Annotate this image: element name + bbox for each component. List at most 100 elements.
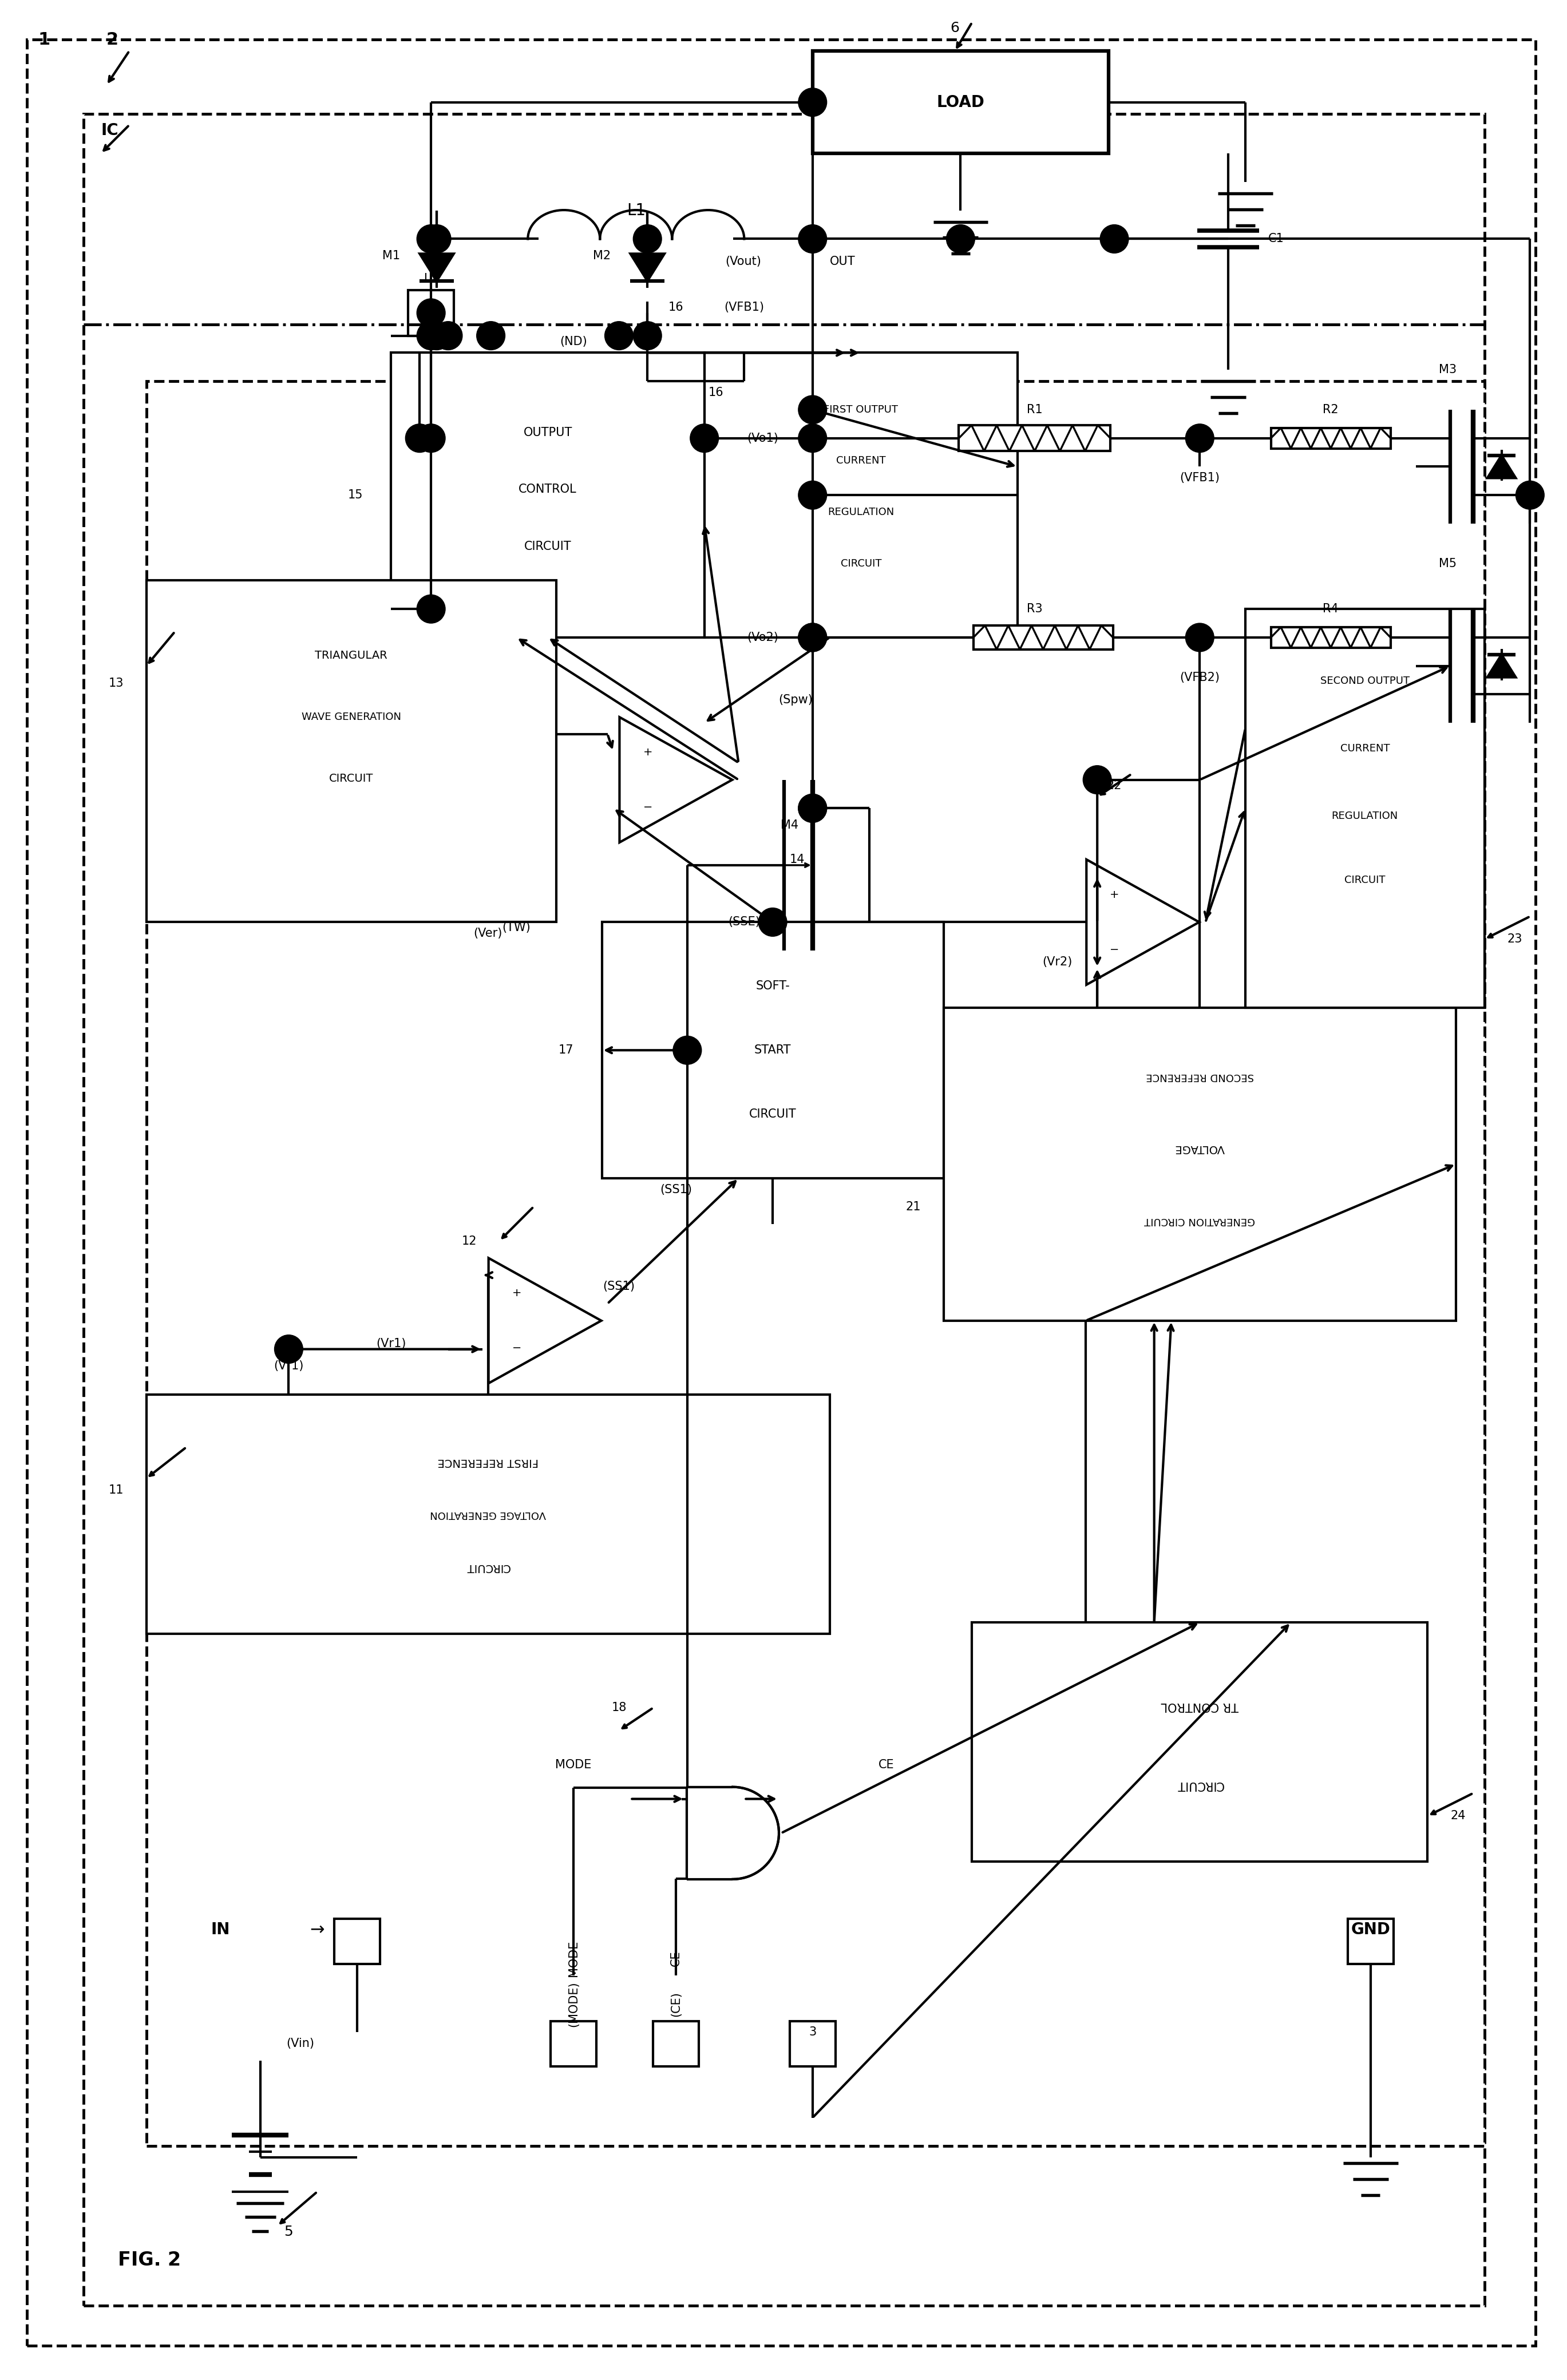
Text: (Vin): (Vin) (287, 2037, 313, 2049)
Text: +: + (642, 747, 652, 757)
Text: 23: 23 (1507, 933, 1523, 945)
Bar (1271, 428, 1390, 447)
Text: WAVE GENERATION: WAVE GENERATION (301, 712, 401, 721)
Bar (146, 581, 556, 921)
Text: M4: M4 (780, 819, 799, 831)
Text: 13: 13 (108, 678, 124, 688)
Text: M1: M1 (382, 250, 400, 262)
Bar (943, 1007, 1456, 1321)
Text: VOLTAGE: VOLTAGE (1175, 1142, 1225, 1154)
Text: 11: 11 (108, 1485, 124, 1497)
Text: GND: GND (1351, 1923, 1390, 1937)
Text: (PD): (PD) (425, 336, 450, 347)
Bar (973, 626, 1113, 650)
Text: →: → (310, 1921, 324, 1937)
Text: 16: 16 (668, 302, 683, 312)
Text: 6: 6 (950, 21, 959, 36)
Text: SECOND REFERENCE: SECOND REFERENCE (1145, 1071, 1254, 1081)
Text: (SSE): (SSE) (729, 916, 760, 928)
Text: (Vr1): (Vr1) (274, 1361, 304, 1371)
Bar (392, 352, 704, 638)
Polygon shape (630, 255, 664, 281)
Circle shape (798, 624, 827, 652)
Text: R1: R1 (1026, 405, 1042, 417)
Text: Lx: Lx (425, 274, 437, 286)
Text: CURRENT: CURRENT (837, 457, 885, 466)
Circle shape (798, 224, 827, 252)
Text: IN: IN (212, 1923, 230, 1937)
Text: (Vr1): (Vr1) (376, 1338, 406, 1349)
Circle shape (417, 424, 445, 452)
Text: +: + (1109, 890, 1119, 900)
Text: 1: 1 (38, 31, 50, 48)
Text: +: + (512, 1288, 522, 1299)
Circle shape (798, 424, 827, 452)
Bar (1246, 609, 1484, 1007)
Text: (Ver): (Ver) (473, 928, 503, 940)
Circle shape (1100, 224, 1128, 252)
Text: 24: 24 (1451, 1811, 1465, 1821)
Text: VOLTAGE GENERATION: VOLTAGE GENERATION (429, 1509, 545, 1518)
Circle shape (417, 595, 445, 624)
Bar (409, 290, 454, 336)
Circle shape (1083, 766, 1111, 795)
Polygon shape (1487, 655, 1515, 678)
Text: CE: CE (671, 1952, 682, 1966)
Text: OUT: OUT (829, 257, 856, 267)
Text: −: − (642, 802, 652, 814)
Circle shape (1186, 624, 1214, 652)
Polygon shape (420, 255, 454, 281)
Text: 5: 5 (284, 2225, 293, 2240)
Circle shape (633, 321, 661, 350)
Circle shape (674, 1035, 702, 1064)
Text: (Vout): (Vout) (726, 257, 762, 267)
Polygon shape (489, 1259, 602, 1383)
Bar (959, 426, 1111, 452)
Text: CIRCUIT: CIRCUIT (1344, 876, 1385, 885)
Text: FIRST OUTPUT: FIRST OUTPUT (824, 405, 898, 414)
Bar (1348, 1918, 1393, 1964)
Text: CIRCUIT: CIRCUIT (329, 774, 373, 783)
Circle shape (946, 224, 975, 252)
Circle shape (1186, 424, 1214, 452)
Text: 18: 18 (611, 1702, 627, 1714)
Text: CURRENT: CURRENT (1340, 743, 1390, 754)
Text: R3: R3 (1026, 602, 1042, 614)
Text: −: − (512, 1342, 522, 1354)
Circle shape (423, 321, 451, 350)
Bar (653, 2021, 699, 2066)
Circle shape (434, 321, 462, 350)
Text: MODE: MODE (567, 1940, 580, 1975)
Text: CIRCUIT: CIRCUIT (749, 1109, 796, 1121)
Text: 16: 16 (708, 388, 724, 397)
Text: (MODE): (MODE) (567, 1980, 580, 2028)
Circle shape (423, 224, 451, 252)
Polygon shape (1487, 455, 1515, 478)
Text: R2: R2 (1323, 405, 1338, 417)
Text: (Vo1): (Vo1) (747, 433, 779, 445)
Text: 17: 17 (558, 1045, 574, 1057)
Text: 15: 15 (348, 490, 362, 500)
Text: TRIANGULAR: TRIANGULAR (315, 650, 387, 662)
Text: FIRST REFERENCE: FIRST REFERENCE (437, 1457, 539, 1466)
Circle shape (417, 298, 445, 326)
Text: CE: CE (879, 1759, 895, 1771)
Text: 14: 14 (790, 854, 805, 866)
Text: REGULATION: REGULATION (1332, 812, 1398, 821)
Circle shape (798, 795, 827, 823)
Bar (334, 1918, 379, 1964)
Text: M3: M3 (1439, 364, 1457, 376)
Text: LOAD: LOAD (937, 95, 984, 109)
Text: TR CONTROL: TR CONTROL (1161, 1699, 1238, 1711)
Circle shape (417, 224, 445, 252)
Circle shape (798, 624, 827, 652)
Bar (83, 114, 1484, 2306)
Text: 2: 2 (107, 31, 119, 48)
Text: SECOND OUTPUT: SECOND OUTPUT (1319, 676, 1410, 685)
Circle shape (1515, 481, 1543, 509)
Text: −: − (1109, 945, 1119, 954)
Polygon shape (1086, 859, 1199, 985)
Text: CIRCUIT: CIRCUIT (840, 559, 881, 569)
Text: (SS1): (SS1) (603, 1280, 635, 1292)
Text: (SS1): (SS1) (660, 1183, 693, 1195)
